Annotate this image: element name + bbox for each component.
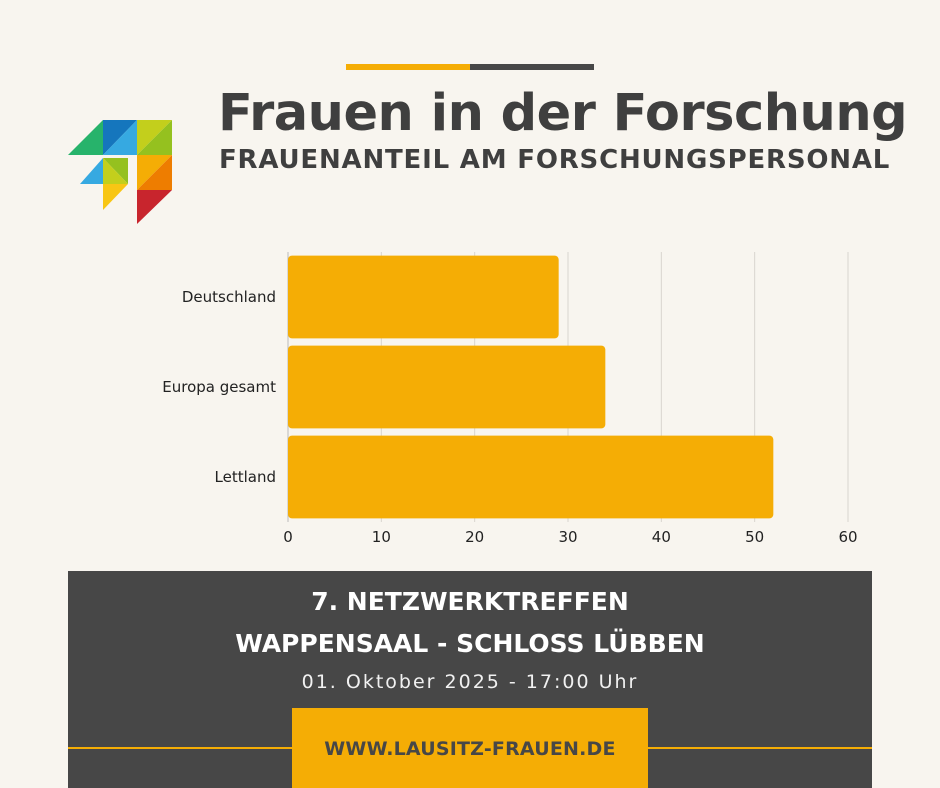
accent-line-dark	[470, 64, 594, 70]
chart-category-labels: Deutschland Europa gesamt Lettland	[162, 288, 276, 486]
category-label: Deutschland	[182, 288, 276, 306]
multicolor-triangle-mosaic-logo	[68, 120, 172, 224]
category-label: Europa gesamt	[162, 378, 276, 396]
accent-line-yellow	[346, 64, 470, 70]
event-title: 7. NETZWERKTREFFEN	[311, 587, 629, 616]
x-tick-label: 60	[838, 528, 857, 546]
bar-europa-gesamt	[288, 345, 606, 429]
x-tick-label: 30	[558, 528, 577, 546]
bar-lettland	[288, 435, 774, 519]
chart-bars	[288, 255, 774, 519]
website-link[interactable]: WWW.LAUSITZ-FRAUEN.DE	[292, 708, 648, 788]
event-date: 01. Oktober 2025 - 17:00 Uhr	[301, 671, 639, 693]
event-banner: 7. NETZWERKTREFFEN WAPPENSAAL - SCHLOSS …	[68, 571, 872, 788]
bar-deutschland	[288, 255, 559, 339]
page-subtitle: FRAUENANTEIL AM FORSCHUNGSPERSONAL	[219, 145, 891, 175]
x-tick-label: 50	[745, 528, 764, 546]
event-venue: WAPPENSAAL - SCHLOSS LÜBBEN	[235, 629, 705, 658]
x-tick-label: 0	[283, 528, 293, 546]
x-tick-label: 40	[652, 528, 671, 546]
website-url[interactable]: WWW.LAUSITZ-FRAUEN.DE	[324, 738, 616, 760]
header-accent-line	[346, 64, 594, 70]
bar-chart: Deutschland Europa gesamt Lettland 0 10 20 30…	[162, 252, 858, 546]
page-title: Frauen in der Forschung	[218, 84, 908, 143]
x-tick-label: 20	[465, 528, 484, 546]
category-label: Lettland	[215, 468, 276, 486]
x-tick-label: 10	[372, 528, 391, 546]
chart-x-tick-labels: 0 10 20 30 40 50 60	[283, 528, 857, 546]
